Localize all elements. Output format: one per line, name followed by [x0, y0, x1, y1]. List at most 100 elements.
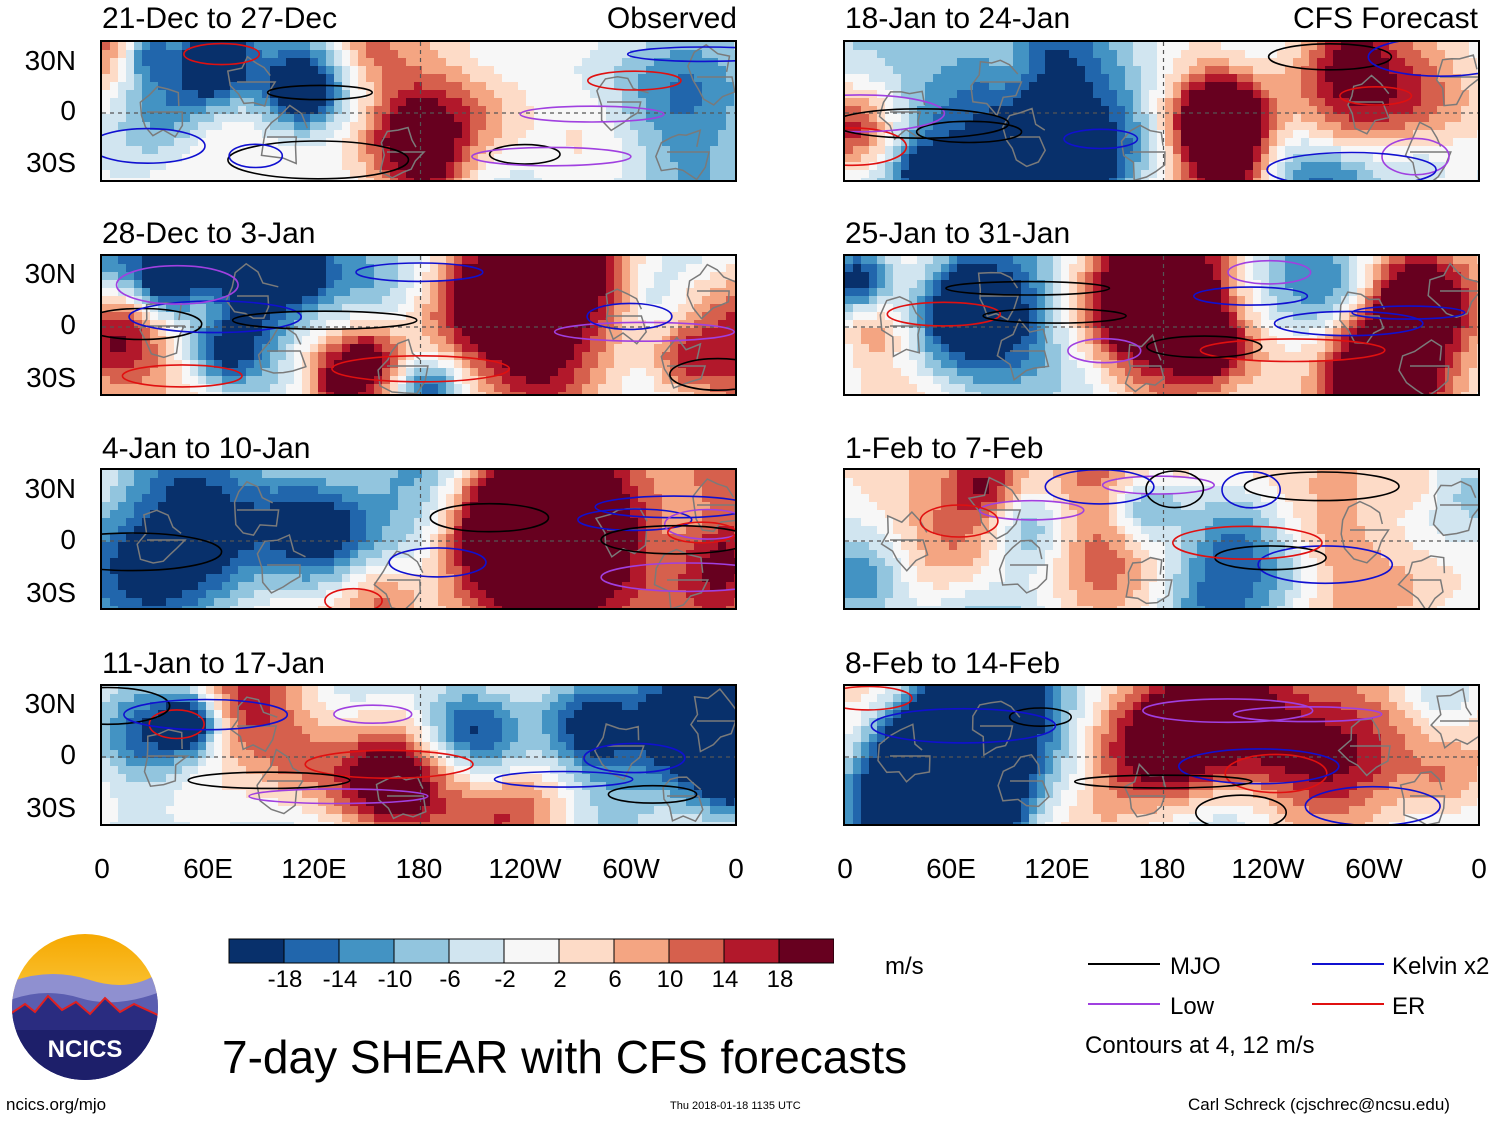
x-tick-label: 60E: [926, 853, 976, 884]
colorbar-swatch: [723, 938, 780, 964]
contour-line: [121, 364, 243, 388]
legend-line-mjo: [1088, 963, 1160, 965]
contour-line: [1367, 42, 1478, 77]
contour-line: [667, 521, 735, 544]
map-panel: [843, 40, 1480, 182]
y-tick-label: 0: [60, 95, 76, 126]
contour-line: [324, 587, 383, 608]
contour-line: [1142, 698, 1314, 724]
map-panel: [843, 254, 1480, 396]
contour-line: [845, 127, 908, 167]
x-tick-label: 120W: [488, 853, 562, 884]
contour-line: [488, 143, 561, 165]
contour-line: [1193, 286, 1309, 306]
observed-label: Observed: [606, 2, 737, 35]
contour-line: [1273, 310, 1424, 337]
y-tick-label: 30S: [26, 362, 76, 393]
map-panel: [100, 40, 737, 182]
contour-line: [227, 140, 410, 180]
y-tick-label: 30N: [24, 688, 76, 719]
contour-line: [1101, 475, 1216, 495]
ncics-logo: NCICS: [10, 932, 160, 1082]
coastline: [879, 262, 1478, 394]
colorbar-swatch: [228, 938, 285, 964]
coastline: [136, 478, 735, 608]
colorbar-label: -18: [267, 966, 303, 993]
footer-credit: Carl Schreck (cjschrec@ncsu.edu): [1188, 1095, 1450, 1114]
contour-line: [1257, 545, 1394, 585]
contour-line: [128, 300, 302, 334]
contour-line: [982, 307, 1127, 324]
contour-line: [183, 42, 261, 66]
contour-note: Contours at 4, 12 m/s: [1085, 1032, 1315, 1059]
shear-field: [102, 470, 735, 608]
contour-line: [266, 84, 373, 101]
legend-label-kelvin: Kelvin x2: [1392, 953, 1490, 980]
contour-line: [1224, 753, 1328, 794]
colorbar-swatch: [338, 938, 395, 964]
colorbar-label: -2: [494, 966, 516, 993]
x-tick-label: 0: [94, 853, 110, 884]
contour-line: [870, 707, 1057, 744]
contour-line: [669, 357, 735, 391]
colorbar-swatch: [613, 938, 670, 964]
x-tick-label: 60W: [602, 853, 660, 884]
y-tick-label: 30N: [24, 45, 76, 76]
contour-line: [471, 146, 632, 167]
shear-field: [102, 42, 735, 180]
logo-graphic: NCICS: [12, 934, 158, 1080]
colorbar-label: 18: [766, 966, 794, 993]
contour-line: [663, 508, 735, 540]
colorbar-swatch: [778, 938, 834, 964]
footer-url[interactable]: ncics.org/mjo: [6, 1095, 107, 1114]
contour-line: [102, 532, 223, 572]
y-tick-label: 30S: [26, 147, 76, 178]
contour-line: [919, 504, 999, 538]
contour-line: [1195, 794, 1287, 824]
x-tick-label: 0: [1471, 853, 1487, 884]
y-tick-label: 30N: [24, 473, 76, 504]
y-tick-label: 30S: [26, 792, 76, 823]
colorbar-label: 14: [711, 966, 739, 993]
contour-line: [587, 70, 682, 91]
contour-line: [102, 127, 206, 164]
x-tick-label: 60E: [183, 853, 233, 884]
x-tick-label: 180: [395, 853, 443, 884]
colorbar-swatch: [503, 938, 560, 964]
contour-line: [886, 301, 1002, 327]
contour-line: [978, 499, 1085, 521]
colorbar-label: 2: [553, 966, 567, 993]
coastline: [877, 687, 1478, 824]
contour-line: [1304, 785, 1441, 824]
x-tick-label: 60W: [1345, 853, 1403, 884]
contour-line: [187, 771, 351, 790]
coastline: [880, 476, 1478, 608]
contour-line: [519, 105, 665, 123]
contour-line: [583, 742, 686, 774]
panel-title: 25-Jan to 31-Jan: [845, 217, 1071, 250]
forecast-label: CFS Forecast: [1292, 2, 1478, 35]
panel-title: 8-Feb to 14-Feb: [845, 647, 1061, 680]
contour-line: [304, 749, 474, 780]
contour-line: [845, 108, 1010, 139]
y-tick-label: 30N: [24, 258, 76, 289]
contour-line: [600, 524, 735, 555]
colorbar-label: -6: [439, 966, 461, 993]
map-panel: [843, 684, 1480, 826]
colorbar-label: 6: [608, 966, 622, 993]
colorbar-swatch: [283, 938, 340, 964]
contour-line: [1199, 338, 1386, 363]
contour-line: [600, 562, 735, 593]
y-tick-label: 30S: [26, 577, 76, 608]
coastline: [878, 54, 1478, 180]
contour-line: [1243, 471, 1400, 502]
contour-line: [845, 686, 913, 711]
colorbar-swatch: [448, 938, 505, 964]
contour-line: [248, 788, 429, 805]
map-panel: [100, 684, 737, 826]
x-tick-label: 120E: [281, 853, 347, 884]
contour-line: [1067, 337, 1142, 364]
contour-line: [945, 280, 1111, 296]
map-panel: [100, 254, 737, 396]
y-tick-label: 0: [60, 309, 76, 340]
